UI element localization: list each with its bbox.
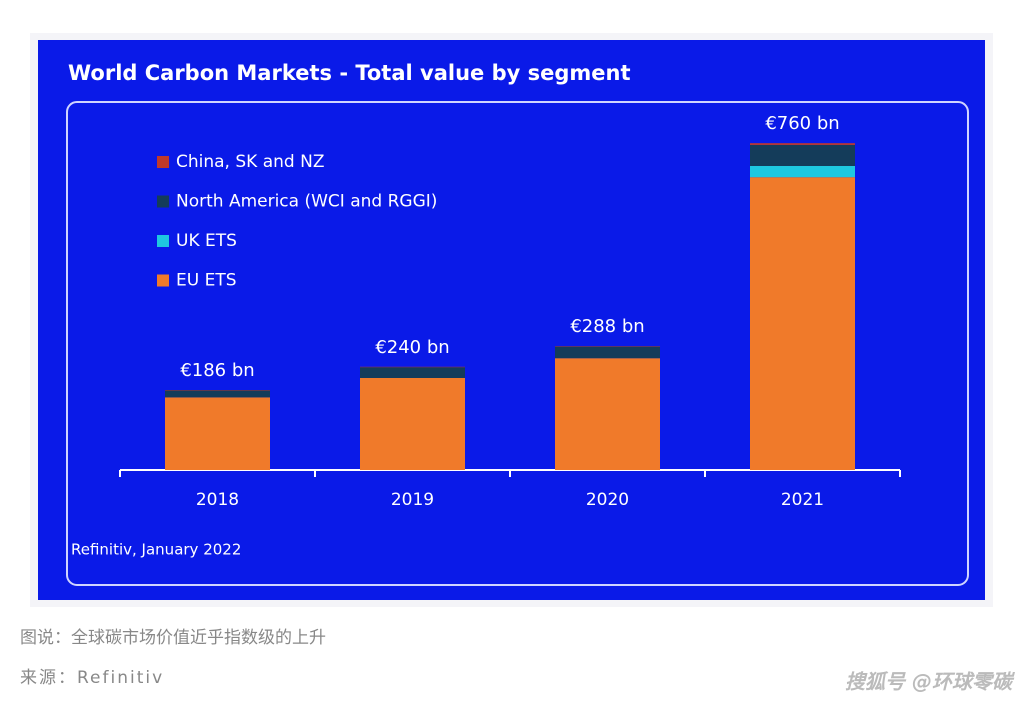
legend-label: EU ETS xyxy=(176,271,237,291)
credit: 来源：Refinitiv xyxy=(20,668,164,688)
bar-segment xyxy=(555,346,660,359)
watermark: 搜狐号 @环球零碳 xyxy=(845,670,1015,694)
x-tick-label: 2020 xyxy=(586,490,629,510)
total-label: €186 bn xyxy=(180,360,254,381)
bar-segment xyxy=(360,377,465,470)
legend-label: North America (WCI and RGGI) xyxy=(176,192,437,212)
bar-segment xyxy=(750,144,855,166)
chart-title: World Carbon Markets - Total value by se… xyxy=(68,61,631,85)
legend-swatch xyxy=(157,235,169,247)
x-tick-label: 2021 xyxy=(781,490,824,510)
legend-swatch xyxy=(157,195,169,208)
bar-segment xyxy=(555,358,660,470)
bar-segment xyxy=(165,397,270,470)
bar-segment xyxy=(360,367,465,378)
plot-frame xyxy=(66,101,969,586)
caption: 图说：全球碳市场价值近乎指数级的上升 xyxy=(20,628,326,648)
x-tick-label: 2018 xyxy=(196,490,239,510)
total-label: €240 bn xyxy=(375,337,449,358)
total-label: €760 bn xyxy=(765,113,839,134)
x-tick-label: 2019 xyxy=(391,490,434,510)
bar-segment xyxy=(750,165,855,178)
bar-segment xyxy=(750,143,855,145)
bar-segment xyxy=(165,390,270,398)
legend-label: China, SK and NZ xyxy=(176,152,324,172)
legend-swatch xyxy=(157,274,169,287)
legend-swatch xyxy=(157,156,169,168)
source: Refinitiv, January 2022 xyxy=(71,541,241,559)
total-label: €288 bn xyxy=(570,316,644,337)
bar-segment xyxy=(750,177,855,471)
legend-label: UK ETS xyxy=(176,231,237,251)
